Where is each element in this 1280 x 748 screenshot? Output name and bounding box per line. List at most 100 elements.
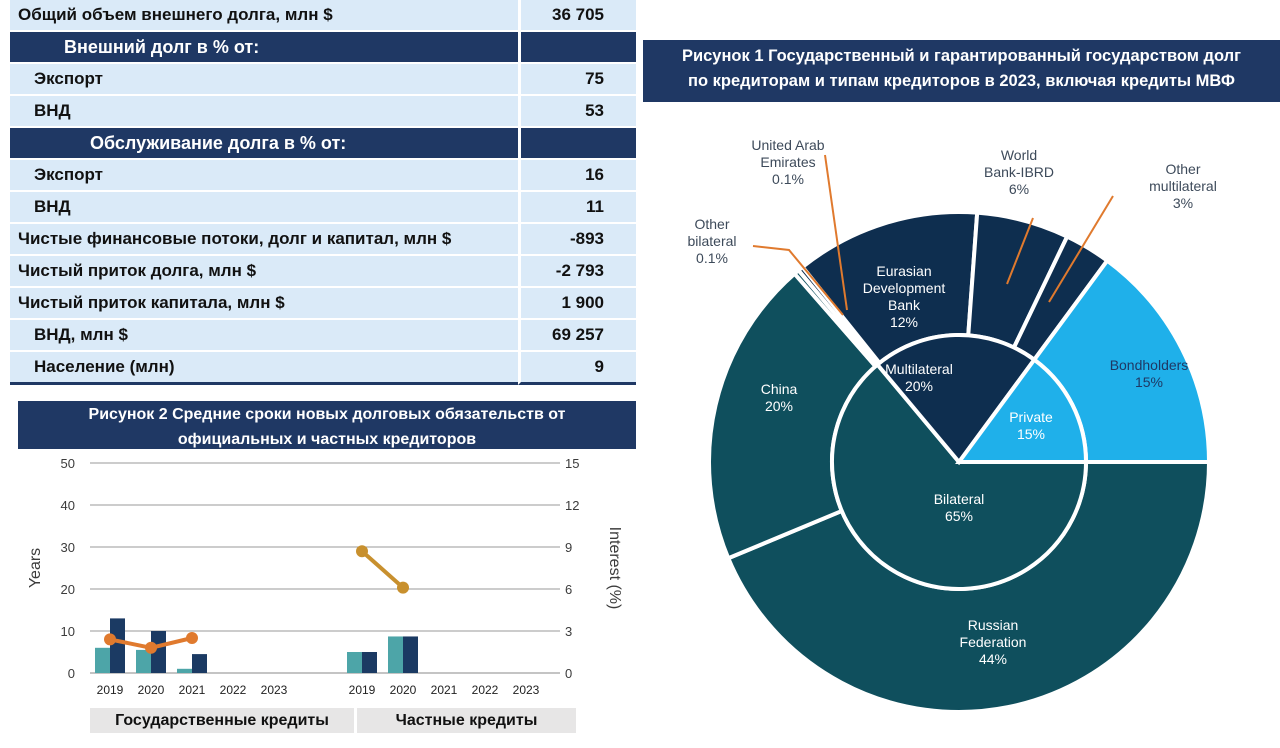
label-china: China 20% xyxy=(761,381,798,414)
callout-line-uae xyxy=(824,154,848,311)
figure1-title-line1: Рисунок 1 Государственный и гарантирован… xyxy=(681,47,1242,65)
y-tick-label: 10 xyxy=(61,624,75,639)
row-value: 69 257 xyxy=(518,320,636,352)
y-axis-label: Years xyxy=(27,548,44,588)
interest-point xyxy=(397,581,409,594)
row-value: 1 900 xyxy=(518,288,636,320)
interest-point xyxy=(104,633,116,646)
table-row: Чистый приток капитала, млн $ 1 900 xyxy=(10,288,636,320)
callout-line-other-multilateral xyxy=(1048,195,1114,303)
label-uae: United Arab Emirates 0.1% xyxy=(751,137,824,187)
x-tick-label: 2020 xyxy=(138,683,165,697)
table-row: Чистый приток долга, млн $ -2 793 xyxy=(10,256,636,288)
section-label: Внешний долг в % от: xyxy=(10,32,518,64)
donut-callout-lines xyxy=(752,154,1114,316)
row-value: -2 793 xyxy=(518,256,636,288)
row-label: Чистые финансовые потоки, долг и капитал… xyxy=(10,224,518,256)
table-row: Общий объем внешнего долга, млн $ 36 705 xyxy=(10,0,636,32)
table-row: Экспорт 75 xyxy=(10,64,636,96)
bar-grace-period xyxy=(95,647,110,673)
row-label: Население (млн) xyxy=(10,352,518,385)
section-label: Обслуживание долга в % от: xyxy=(10,128,518,160)
label-eurasian-development-bank: Eurasian Development Bank 12% xyxy=(863,263,946,330)
y2-tick-label: 0 xyxy=(565,666,572,681)
donut-labels: Bilateral 65% Multilateral 20% Private 15% Rus… xyxy=(687,137,1216,667)
row-value: 16 xyxy=(518,160,636,192)
row-label: Экспорт xyxy=(10,64,518,96)
y2-axis-label: Interest (%) xyxy=(606,527,623,610)
inner-slice-private xyxy=(955,356,1089,464)
interest-point xyxy=(186,632,198,644)
row-label: Чистый приток капитала, млн $ xyxy=(10,288,518,320)
x-tick-label: 2023 xyxy=(513,683,540,697)
inner-slice-bilateral xyxy=(830,361,1089,591)
row-value: 36 705 xyxy=(518,0,636,32)
bar-maturity xyxy=(403,636,418,673)
table-row: Экспорт 16 xyxy=(10,160,636,192)
row-value xyxy=(518,32,636,64)
label-bondholders: Bondholders 15% xyxy=(1110,357,1189,390)
y-tick-label: 20 xyxy=(61,582,75,597)
x-tick-label: 2019 xyxy=(97,683,124,697)
row-value: 11 xyxy=(518,192,636,224)
donut-outer-ring xyxy=(707,210,1212,714)
y2-tick-label: 9 xyxy=(565,540,572,555)
x-tick-label: 2022 xyxy=(220,683,247,697)
label-russian-federation: Russian Federation 44% xyxy=(960,617,1027,667)
row-label: Чистый приток долга, млн $ xyxy=(10,256,518,288)
bar-maturity xyxy=(192,654,207,673)
figure1-title: Рисунок 1 Государственный и гарантирован… xyxy=(643,40,1280,102)
row-label: Экспорт xyxy=(10,160,518,192)
row-label: Общий объем внешнего долга, млн $ xyxy=(10,0,518,32)
figure2-title-line2: официальных и частных кредиторов xyxy=(177,431,477,448)
y2-tick-label: 15 xyxy=(565,456,579,471)
x-tick-label: 2023 xyxy=(261,683,288,697)
y-tick-label: 30 xyxy=(61,540,75,555)
label-multilateral: Multilateral 20% xyxy=(885,361,953,394)
row-label: ВНД xyxy=(10,192,518,224)
interest-point xyxy=(356,545,368,558)
table-section-header: Внешний долг в % от: xyxy=(10,32,636,64)
label-other-bilateral: Other bilateral 0.1% xyxy=(687,216,736,266)
row-value: -893 xyxy=(518,224,636,256)
label-private: Private 15% xyxy=(1009,409,1053,442)
row-value: 53 xyxy=(518,96,636,128)
donut-inner-ring xyxy=(830,333,1089,591)
bar-maturity xyxy=(110,618,125,673)
bar-marks xyxy=(95,618,418,673)
bar-maturity xyxy=(362,652,377,673)
table-row: ВНД, млн $ 69 257 xyxy=(10,320,636,352)
bar-grace-period xyxy=(177,668,192,673)
y-tick-label: 40 xyxy=(61,498,75,513)
donut-chart: Bilateral 65% Multilateral 20% Private 15% Rus… xyxy=(687,137,1217,714)
label-bilateral: Bilateral 65% xyxy=(934,491,985,524)
row-value: 75 xyxy=(518,64,636,96)
external-debt-table: Общий объем внешнего долга, млн $ 36 705… xyxy=(10,0,636,385)
table-section-header: Обслуживание долга в % от: xyxy=(10,128,636,160)
figure2-title-line1: Рисунок 2 Средние сроки новых долговых о… xyxy=(88,406,566,423)
table-row: Население (млн) 9 xyxy=(10,352,636,385)
row-value: 9 xyxy=(518,352,636,385)
interest-point xyxy=(145,641,157,654)
bar-x-ticks: 2019 2020 2021 2022 2023 2019 2020 2021 2022 2023 xyxy=(97,683,540,697)
y2-tick-label: 3 xyxy=(565,624,572,639)
bar-grace-period xyxy=(388,636,403,673)
bar-maturity xyxy=(151,631,166,673)
row-label: ВНД, млн $ xyxy=(10,320,518,352)
bar-gridlines xyxy=(90,462,560,674)
callout-line-world-bank xyxy=(1006,217,1034,285)
group-label-private: Частные кредиты xyxy=(357,708,576,733)
interest-line xyxy=(360,549,405,590)
row-value xyxy=(518,128,636,160)
table-row: Чистые финансовые потоки, долг и капитал… xyxy=(10,224,636,256)
y2-tick-label: 12 xyxy=(565,498,579,513)
group-label-public: Государственные кредиты xyxy=(90,708,354,733)
inner-slice-multilateral xyxy=(874,333,1038,466)
bar-grace-period xyxy=(136,649,151,673)
x-tick-label: 2022 xyxy=(472,683,499,697)
label-other-multilateral: Other multilateral 3% xyxy=(1149,161,1217,211)
y-tick-label: 0 xyxy=(68,666,75,681)
x-tick-label: 2019 xyxy=(349,683,376,697)
bar-grace-period xyxy=(347,652,362,673)
table-row: ВНД 53 xyxy=(10,96,636,128)
